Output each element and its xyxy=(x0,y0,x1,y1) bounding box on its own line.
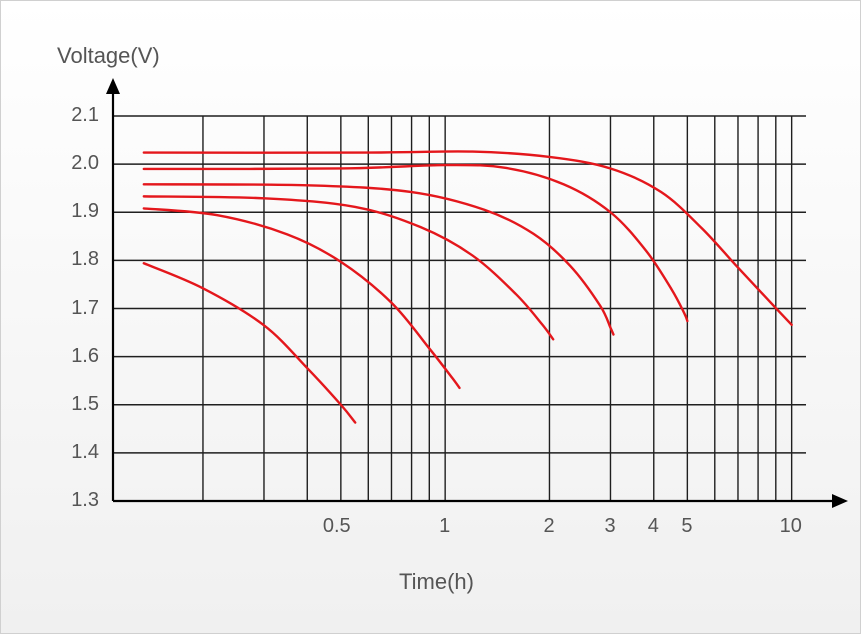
discharge-chart xyxy=(1,1,861,635)
series-curve4 xyxy=(144,184,614,334)
x-tick-label: 3 xyxy=(604,515,615,538)
x-tick-label: 0.5 xyxy=(323,515,351,538)
series-curve1 xyxy=(144,263,355,422)
y-tick-label: 1.4 xyxy=(71,441,99,464)
x-tick-label: 5 xyxy=(681,515,692,538)
x-tick-label: 2 xyxy=(543,515,554,538)
series-curve6 xyxy=(144,151,792,324)
y-tick-label: 1.9 xyxy=(71,200,99,223)
y-tick-label: 2.0 xyxy=(71,152,99,175)
y-tick-label: 1.6 xyxy=(71,345,99,368)
x-tick-label: 1 xyxy=(439,515,450,538)
y-tick-label: 2.1 xyxy=(71,104,99,127)
y-tick-label: 1.5 xyxy=(71,393,99,416)
series-curve5 xyxy=(144,165,688,321)
y-tick-label: 1.8 xyxy=(71,248,99,271)
x-tick-label: 10 xyxy=(780,515,802,538)
y-tick-label: 1.3 xyxy=(71,489,99,512)
x-tick-label: 4 xyxy=(648,515,659,538)
y-tick-label: 1.7 xyxy=(71,297,99,320)
